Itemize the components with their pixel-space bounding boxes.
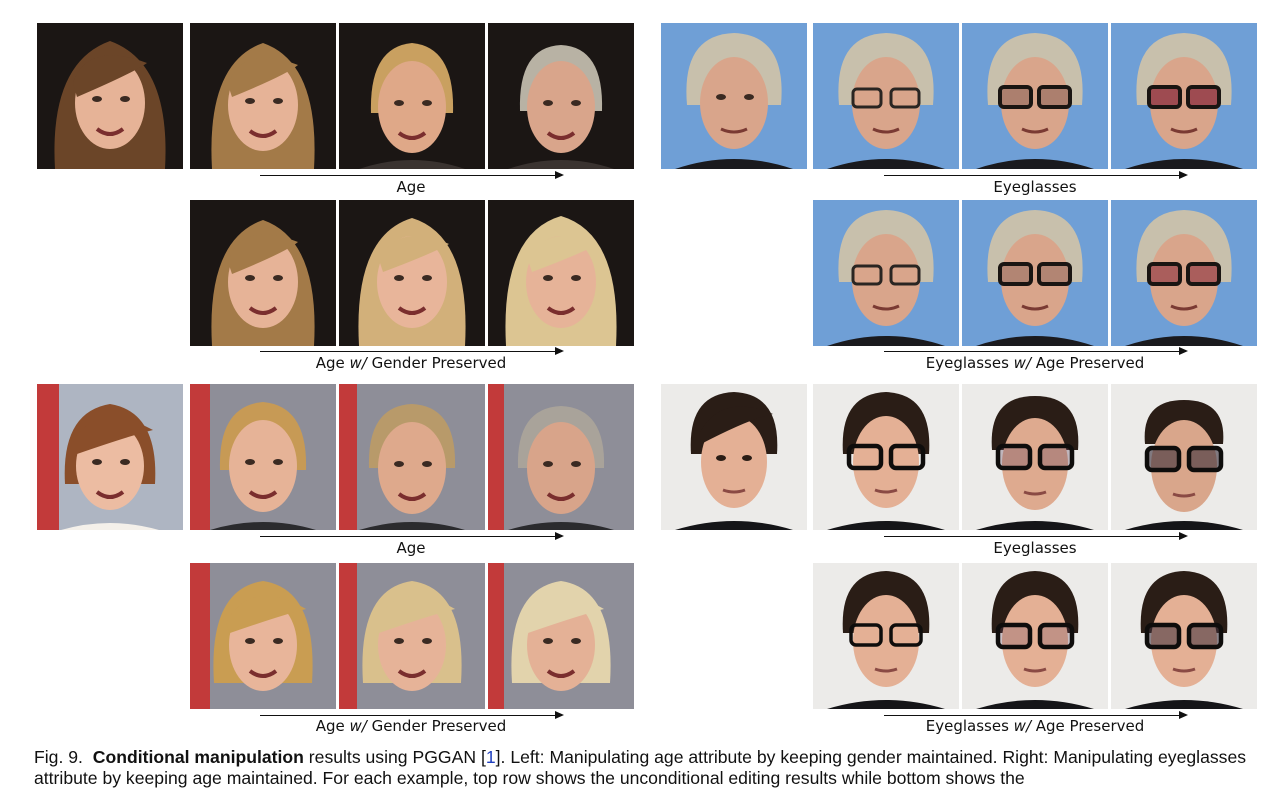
face-image (813, 563, 959, 709)
row-label-eyeglasses-age-preserved: Eyeglasses w/ Age Preserved (925, 717, 1145, 735)
figure-number: Fig. 9. (34, 747, 83, 767)
figure-caption: Fig. 9. Conditional manipulation results… (34, 747, 1246, 789)
direction-arrow (260, 710, 564, 719)
face-image (339, 23, 485, 169)
row-label-age: Age (396, 178, 426, 196)
face-image (962, 23, 1108, 169)
direction-arrow (260, 531, 564, 540)
direction-arrow (884, 710, 1188, 719)
face-image (37, 23, 183, 169)
face-image (962, 200, 1108, 346)
direction-arrow (260, 170, 564, 179)
face-image (813, 200, 959, 346)
face-image (962, 563, 1108, 709)
face-image (488, 384, 634, 530)
face-image (190, 23, 336, 169)
caption-text: results using PGGAN [ (303, 747, 486, 767)
direction-arrow (260, 346, 564, 355)
direction-arrow (884, 346, 1188, 355)
row-label-age-gender-preserved: Age w/ Gender Preserved (315, 354, 507, 372)
row-label-age: Age (396, 539, 426, 557)
row-label-eyeglasses-age-preserved: Eyeglasses w/ Age Preserved (925, 354, 1145, 372)
face-image (190, 563, 336, 709)
direction-arrow (884, 170, 1188, 179)
face-image (488, 200, 634, 346)
caption-title: Conditional manipulation (92, 747, 304, 767)
row-label-eyeglasses: Eyeglasses (993, 539, 1077, 557)
caption-text: ]. Left: Manipulating age attribute by k… (34, 747, 1247, 788)
row-label-age-gender-preserved: Age w/ Gender Preserved (315, 717, 507, 735)
face-image (813, 23, 959, 169)
face-image (190, 200, 336, 346)
citation-link[interactable]: 1 (485, 747, 496, 767)
direction-arrow (884, 531, 1188, 540)
face-image (488, 563, 634, 709)
face-image (339, 200, 485, 346)
face-image (190, 384, 336, 530)
face-image (962, 384, 1108, 530)
face-image (1111, 23, 1257, 169)
face-image (1111, 563, 1257, 709)
face-image (339, 384, 485, 530)
face-image (488, 23, 634, 169)
face-image (37, 384, 183, 530)
face-image (339, 563, 485, 709)
face-image (661, 23, 807, 169)
face-image (813, 384, 959, 530)
face-image (1111, 200, 1257, 346)
face-image (1111, 384, 1257, 530)
row-label-eyeglasses: Eyeglasses (993, 178, 1077, 196)
face-image (661, 384, 807, 530)
